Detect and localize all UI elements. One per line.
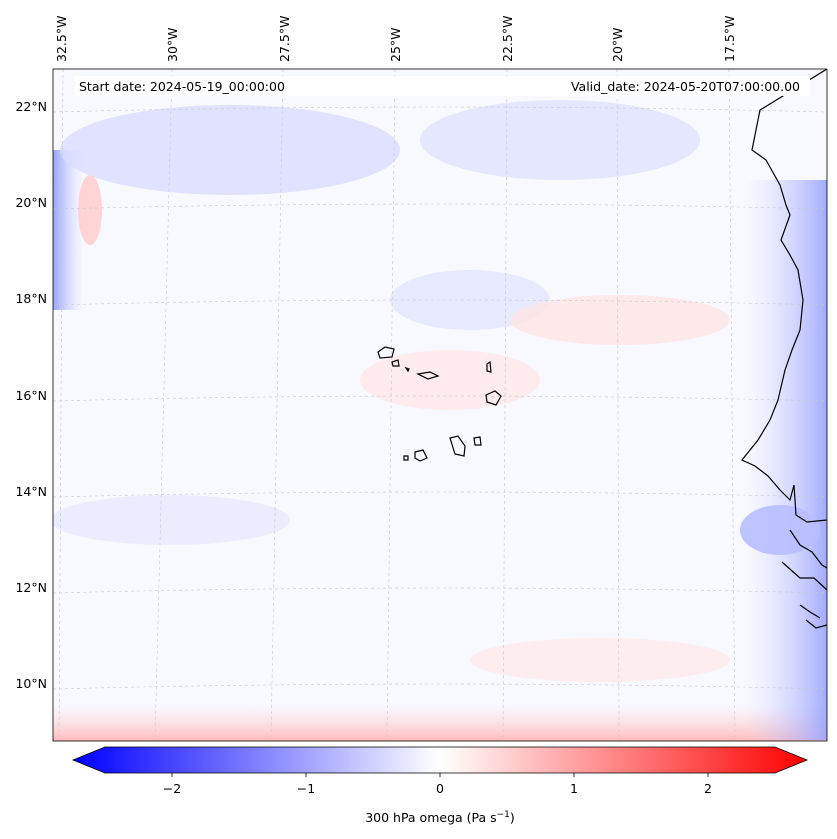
blue-band-west — [53, 150, 83, 310]
island-boa-vista — [485, 390, 502, 406]
blue-patch — [390, 270, 550, 330]
colorbar-tick-label: 0 — [436, 781, 444, 796]
meridian-line — [386, 69, 396, 741]
start-date-label: Start date: 2024-05-19_00:00:00 — [79, 79, 285, 94]
colorbar-label: 300 hPa omega (Pa s−1) — [365, 810, 515, 825]
colorbar-bar — [71, 746, 809, 774]
graticule — [53, 69, 827, 741]
colorbar-ticks: −2 −1 0 1 2 — [163, 773, 712, 796]
island-sao-nicolau — [416, 371, 440, 380]
island-santiago — [449, 435, 466, 457]
blue-patch — [53, 495, 290, 545]
island-santa-luzia — [404, 366, 410, 373]
meridian-line — [616, 69, 620, 741]
meridian-line — [728, 69, 736, 741]
lon-label: 32.5°W — [54, 16, 69, 62]
island-sal — [486, 360, 492, 373]
lon-label: 30°W — [165, 27, 180, 62]
colorbar: −2 −1 0 1 2 300 hPa omega (Pa s−1) — [71, 746, 809, 825]
lat-label: 22°N — [15, 99, 47, 114]
parallel-line — [53, 683, 827, 690]
lon-label: 22.5°W — [500, 16, 515, 62]
island-fogo — [414, 449, 428, 462]
lat-label: 20°N — [15, 195, 47, 210]
red-band-bottom — [53, 705, 827, 741]
cape-verde-islands — [377, 346, 502, 462]
red-patch — [360, 350, 540, 410]
parallel-line — [53, 106, 827, 113]
colorbar-tick-label: 2 — [704, 781, 712, 796]
colorbar-tick-label: −2 — [163, 781, 181, 796]
red-patch — [510, 295, 730, 345]
colorbar-tick-label: −1 — [297, 781, 315, 796]
meridian-line — [270, 69, 284, 741]
blue-patch — [60, 105, 400, 195]
lon-label: 27.5°W — [277, 16, 292, 62]
island-sao-vicente — [391, 359, 400, 367]
title-strip — [75, 76, 810, 96]
blue-patch — [740, 505, 820, 555]
africa-coastline — [741, 69, 827, 629]
island-santo-antao — [377, 346, 395, 359]
lon-label: 25°W — [388, 27, 403, 62]
parallel-line — [53, 299, 827, 306]
red-patch — [470, 638, 730, 682]
lon-label: 17.5°W — [722, 16, 737, 62]
island-maio — [473, 436, 482, 446]
lat-label: 14°N — [15, 484, 47, 499]
lat-label: 18°N — [15, 291, 47, 306]
meridian-line — [154, 69, 173, 741]
valid-date-label: Valid_date: 2024-05-20T07:00:00.00 — [571, 79, 800, 94]
parallel-line — [53, 491, 827, 498]
lat-label: 10°N — [15, 676, 47, 691]
colorbar-tick-label: 1 — [570, 781, 578, 796]
parallel-line — [53, 587, 827, 594]
meridian-line — [502, 69, 508, 741]
map-panel: Start date: 2024-05-19_00:00:00 Valid_da… — [15, 16, 828, 742]
lat-label: 12°N — [15, 580, 47, 595]
parallel-line — [53, 203, 827, 210]
omega-field-contours — [53, 69, 827, 741]
blue-patch — [420, 100, 700, 180]
island-brava — [403, 455, 409, 461]
map-frame — [52, 68, 828, 742]
red-patch — [78, 175, 102, 245]
meridian-line — [58, 69, 64, 741]
lon-label: 20°W — [610, 27, 625, 62]
parallel-line — [53, 395, 827, 402]
lat-label: 16°N — [15, 388, 47, 403]
blue-band-east — [745, 180, 827, 740]
